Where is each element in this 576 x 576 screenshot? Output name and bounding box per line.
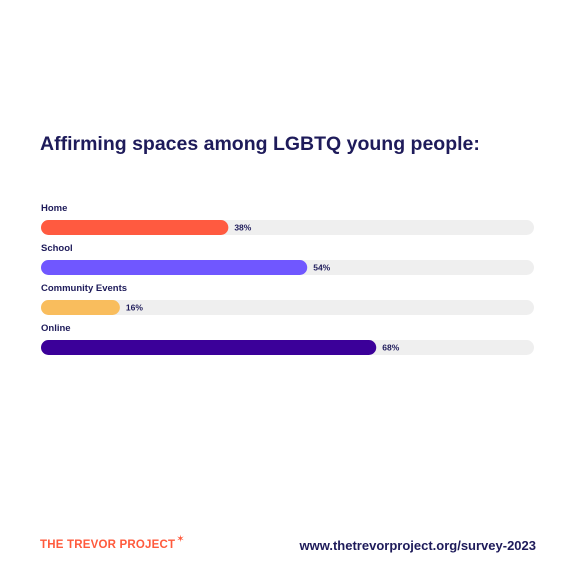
brand-name: THE TREVOR PROJECT: [40, 539, 176, 551]
survey-url: www.thetrevorproject.org/survey-2023: [299, 538, 537, 553]
bar: [41, 340, 377, 355]
category-label: Online: [41, 323, 71, 334]
chart-title: Affirming spaces among LGBTQ young peopl…: [40, 133, 480, 155]
star-icon: ✶: [176, 534, 185, 545]
category-label: School: [41, 243, 73, 254]
value-label: 38%: [234, 223, 251, 233]
category-label: Home: [41, 203, 67, 214]
value-label: 16%: [126, 303, 143, 313]
category-label: Community Events: [41, 283, 127, 294]
value-label: 54%: [313, 263, 330, 273]
brand-logo: THE TREVOR PROJECT✶: [40, 534, 185, 551]
bar: [41, 220, 229, 235]
value-label: 68%: [382, 343, 399, 353]
bar: [41, 260, 308, 275]
bar: [41, 300, 120, 315]
bar-track: [41, 300, 534, 315]
